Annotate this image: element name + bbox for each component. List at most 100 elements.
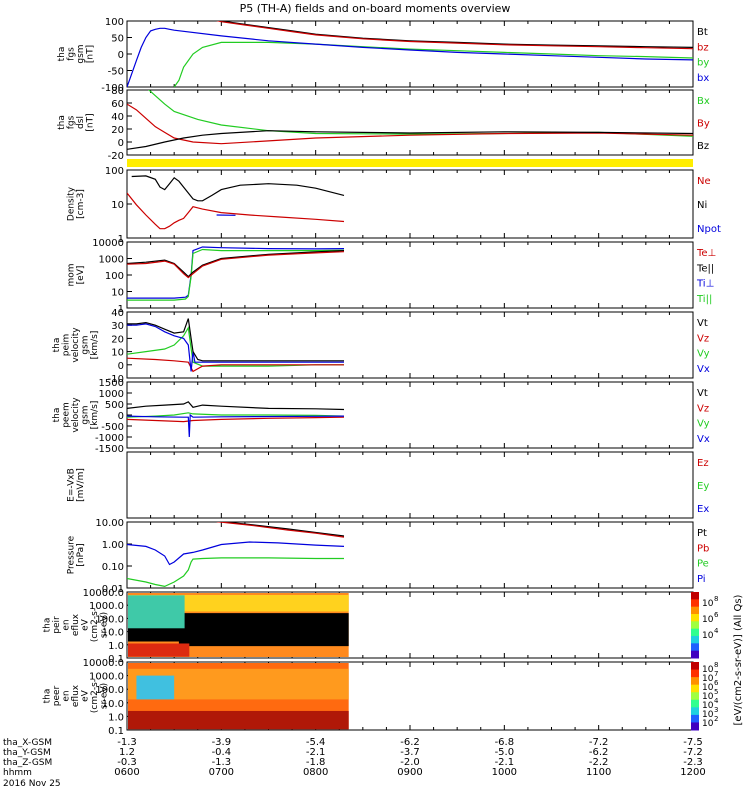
colorbar-segment (691, 650, 699, 659)
series-fgs-bz (216, 21, 693, 50)
y-axis-label: mom (66, 263, 76, 286)
chart-title: P5 (TH-A) fields and on-board moments ov… (239, 2, 511, 15)
panel-frame (126, 311, 694, 379)
y-tick-label: 500 (105, 400, 124, 411)
y-axis-label: peir (52, 616, 62, 634)
y-axis-label: eflux (71, 684, 81, 707)
x-tick-label: -7.5 (683, 737, 703, 748)
colorbar-8 (691, 592, 699, 659)
colorbar-tick: 10 (702, 719, 714, 729)
legend-Bx: Bx (697, 96, 710, 107)
legend-bz: bz (697, 42, 709, 53)
y-axis-label: en (62, 690, 72, 701)
x-tick-label: -2.1 (495, 757, 515, 768)
legend-Vy: Vy (697, 349, 710, 360)
x-tick-label: -7.2 (589, 737, 609, 748)
y-tick-label: 50 (111, 34, 124, 45)
y-axis-label: [cm-3] (76, 189, 86, 219)
colorbar-segment (691, 669, 699, 678)
legend-Bz: Bz (697, 141, 709, 152)
y-axis-label: E=-VxB (66, 468, 76, 502)
y-axis-label: [km/s] (90, 331, 100, 360)
colorbar-segment (691, 692, 699, 701)
y-axis-label: gsm (76, 44, 86, 63)
x-tick-label: -6.2 (400, 737, 420, 748)
y-tick-label: 20 (111, 334, 124, 345)
y-axis-label: tha (52, 338, 62, 353)
y-tick-label: 1500 (99, 378, 124, 389)
colorbar-tick: 10 (702, 692, 714, 702)
y-axis-label: gsm (81, 335, 91, 354)
colorbar-segment (691, 592, 699, 600)
y-tick-label: 1.0 (108, 641, 124, 652)
y-tick-label: 1000.0 (89, 672, 124, 683)
y-axis-label: tha (57, 115, 67, 130)
y-tick-label: -1000 (95, 433, 124, 444)
x-tick-label: 1100 (586, 767, 611, 778)
panel-frame (126, 241, 694, 309)
y-tick-label: -50 (108, 67, 124, 78)
spec-band (128, 595, 185, 630)
spec-band (136, 675, 175, 700)
legend-Pb: Pb (697, 543, 709, 554)
y-axis-label: (cm2-s- (90, 608, 100, 642)
series-fgs-Bt (218, 21, 693, 48)
y-axis-label: fgs (66, 47, 76, 61)
y-tick-label: 0.01 (102, 584, 124, 595)
colorbar-segment (691, 662, 699, 671)
y-tick-label: 0.10 (102, 562, 124, 573)
y-tick-label: 100 (105, 17, 124, 28)
x-axis-date: 2016 Nov 25 (3, 779, 61, 789)
y-axis-label: gsm (81, 405, 91, 424)
panel-fgs_dsl: tha fgs dsl [nT] 80 60 40 20 0 -20 Bx By Bz (57, 86, 710, 162)
x-axis-row-label: tha_X-GSM (3, 738, 52, 748)
x-tick-label: -0.3 (117, 757, 137, 768)
y-axis-label: tha (57, 47, 67, 62)
series-peim-Vz (127, 357, 344, 373)
series-pressure-Pi (127, 541, 345, 566)
legend-Ne: Ne (697, 176, 711, 187)
colorbar-segment (691, 599, 699, 608)
panel-pressure: Pressure [nPa] 10.00 1.00 0.10 0.01 Pt Pb Pe Pi (66, 518, 709, 595)
colorbar-segment (691, 614, 699, 622)
colorbar-segment (691, 636, 699, 644)
series-temp-Ti (127, 248, 345, 301)
colorbar-tick: 10 (702, 701, 714, 711)
y-tick-label: 10000.0 (83, 588, 124, 599)
y-axis-label: Pressure (66, 535, 76, 574)
colorbar-segment (691, 628, 699, 637)
y-tick-label: 10.0 (102, 628, 124, 639)
x-axis-row-label: tha_Y-GSM (3, 748, 51, 758)
colorbar-tick-exp: 8 (714, 661, 718, 669)
colorbar-tick-exp: 8 (714, 595, 718, 603)
legend-Vt: Vt (697, 388, 708, 399)
legend-Vy: Vy (697, 419, 710, 430)
x-tick-label: 1000 (492, 767, 517, 778)
y-tick-label: -10 (108, 374, 124, 385)
y-tick-label: 0 (118, 50, 124, 61)
y-axis-label: [mV/m] (76, 468, 86, 502)
y-tick-label: 10.00 (95, 518, 124, 529)
colorbar-segment (691, 621, 699, 630)
spec-band (128, 643, 190, 657)
colorbar-tick-exp: 4 (714, 627, 719, 635)
legend-Te: Te|| (696, 263, 714, 274)
colorbar-tick-exp: 6 (714, 611, 719, 619)
y-tick-label: 1000.0 (89, 601, 124, 612)
colorbar-9 (691, 662, 699, 731)
legend-Ex: Ex (697, 504, 709, 515)
y-tick-label: 100 (105, 166, 124, 177)
y-tick-label: 20 (111, 125, 124, 136)
y-tick-label: -100 (101, 83, 124, 94)
spec-band (128, 710, 349, 730)
colorbar-segment (691, 714, 699, 723)
x-tick-label: -7.2 (683, 747, 703, 758)
panel-frame (126, 451, 694, 519)
panel-frame (126, 169, 694, 239)
y-axis-label: eV (81, 689, 91, 702)
y-tick-label: 1000 (99, 389, 124, 400)
legend-Vz: Vz (697, 403, 709, 414)
y-axis-label: peer (52, 685, 62, 706)
y-axis-label: [eV] (76, 266, 86, 285)
